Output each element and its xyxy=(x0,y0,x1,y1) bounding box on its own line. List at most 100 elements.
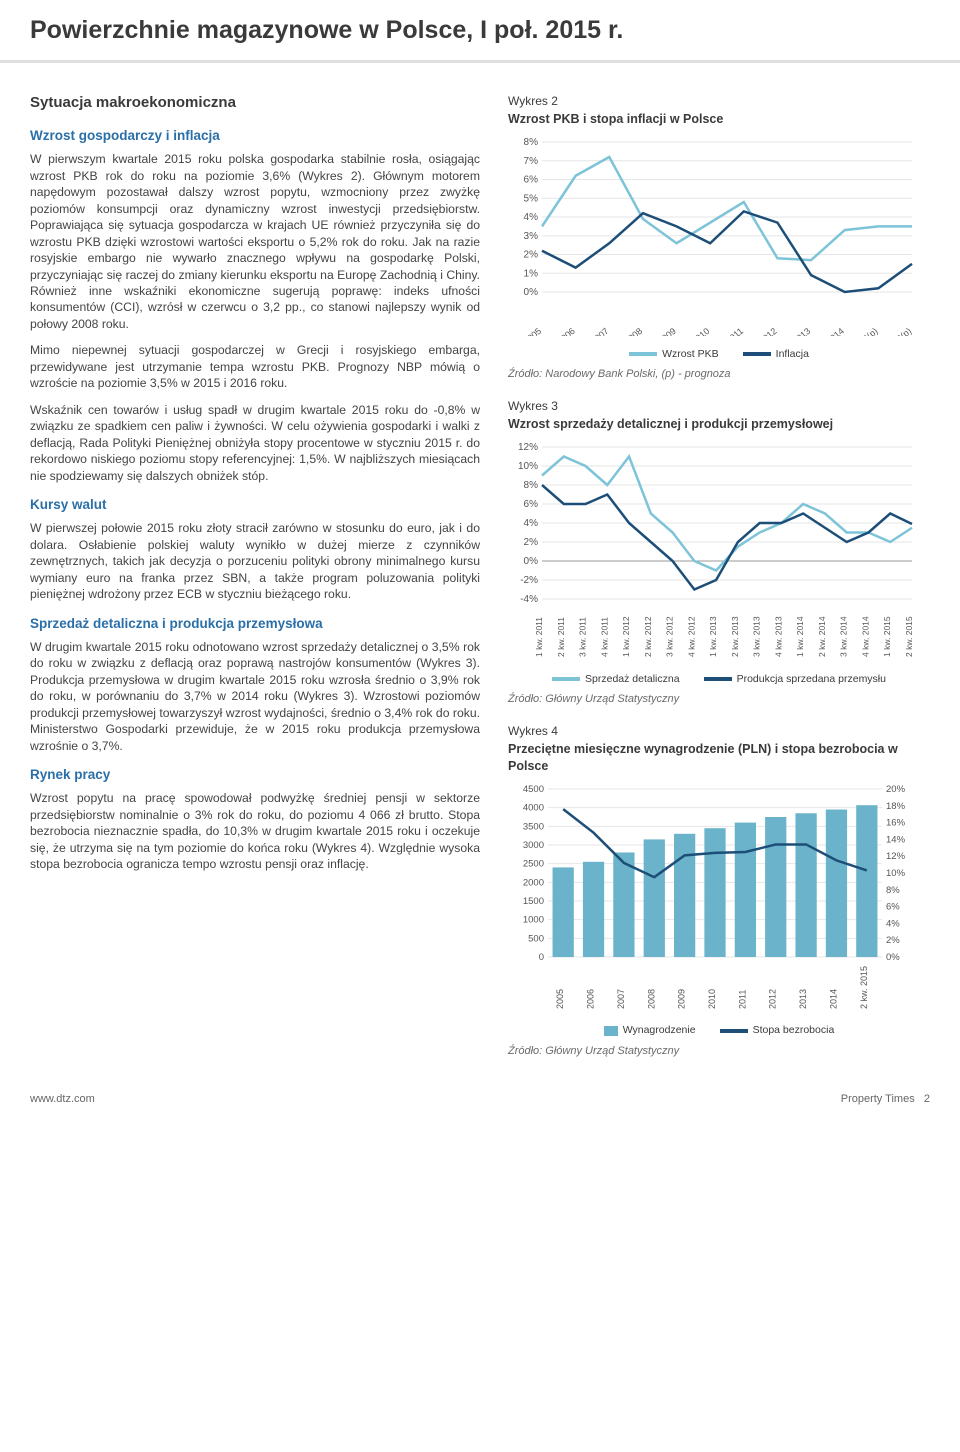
svg-text:3 kw. 2013: 3 kw. 2013 xyxy=(752,616,762,657)
svg-text:8%: 8% xyxy=(886,884,900,895)
svg-text:2000: 2000 xyxy=(523,877,544,888)
right-column: Wykres 2 Wzrost PKB i stopa inflacji w P… xyxy=(508,93,930,1075)
svg-text:2012: 2012 xyxy=(757,326,779,336)
svg-text:2008: 2008 xyxy=(646,989,656,1009)
svg-text:5%: 5% xyxy=(524,193,539,204)
svg-text:0%: 0% xyxy=(886,952,900,963)
swatch xyxy=(720,1029,748,1033)
svg-text:2005: 2005 xyxy=(555,989,565,1009)
heading-growth-inflation: Wzrost gospodarczy i inflacja xyxy=(30,127,480,145)
legend-item: Wzrost PKB xyxy=(629,347,719,361)
svg-text:2 kw. 2015: 2 kw. 2015 xyxy=(859,966,869,1009)
svg-text:3500: 3500 xyxy=(523,821,544,832)
swatch xyxy=(704,677,732,681)
svg-text:2005: 2005 xyxy=(522,326,544,336)
chart-3: Wykres 3 Wzrost sprzedaży detalicznej i … xyxy=(508,398,930,707)
svg-text:2%: 2% xyxy=(524,249,539,260)
swatch xyxy=(629,352,657,356)
chart-label: Wykres 2 xyxy=(508,93,930,109)
chart-3-svg: -4%-2%0%2%4%6%8%10%12%1 kw. 20112 kw. 20… xyxy=(508,441,918,661)
svg-text:4500: 4500 xyxy=(523,784,544,795)
svg-text:2011: 2011 xyxy=(737,989,747,1008)
chart-label: Wykres 4 xyxy=(508,723,930,739)
svg-text:10%: 10% xyxy=(886,868,906,879)
svg-text:8%: 8% xyxy=(524,137,539,148)
svg-text:12%: 12% xyxy=(518,442,538,453)
svg-text:1 kw. 2011: 1 kw. 2011 xyxy=(534,616,544,656)
svg-text:1500: 1500 xyxy=(523,896,544,907)
svg-text:2016(p): 2016(p) xyxy=(883,326,913,336)
svg-text:4 kw. 2011: 4 kw. 2011 xyxy=(599,616,609,656)
svg-text:3 kw. 2014: 3 kw. 2014 xyxy=(839,616,849,657)
footer-right: Property Times 2 xyxy=(841,1092,930,1107)
svg-text:-4%: -4% xyxy=(520,594,538,605)
legend-text: Sprzedaż detaliczna xyxy=(585,672,680,686)
chart-3-legend: Sprzedaż detaliczna Produkcja sprzedana … xyxy=(508,672,930,686)
legend-item: Inflacja xyxy=(743,347,809,361)
svg-text:4%: 4% xyxy=(524,518,539,529)
legend-text: Stopa bezrobocia xyxy=(753,1023,835,1037)
svg-text:2007: 2007 xyxy=(616,989,626,1009)
svg-text:3 kw. 2012: 3 kw. 2012 xyxy=(665,616,675,657)
legend-text: Wynagrodzenie xyxy=(623,1023,696,1037)
page-title: Powierzchnie magazynowe w Polsce, I poł.… xyxy=(0,0,960,63)
svg-text:2011: 2011 xyxy=(724,326,745,336)
svg-text:16%: 16% xyxy=(886,817,906,828)
legend-item: Sprzedaż detaliczna xyxy=(552,672,680,686)
swatch xyxy=(604,1026,618,1036)
svg-text:1 kw. 2012: 1 kw. 2012 xyxy=(621,616,631,657)
svg-text:2013: 2013 xyxy=(798,989,808,1009)
paragraph: W drugim kwartale 2015 roku odnotowano w… xyxy=(30,639,480,754)
legend-item: Wynagrodzenie xyxy=(604,1023,696,1037)
chart-source: Źródło: Główny Urząd Statystyczny xyxy=(508,692,930,707)
heading-currency: Kursy walut xyxy=(30,496,480,514)
svg-text:0%: 0% xyxy=(524,287,539,298)
chart-2-svg: 0%1%2%3%4%5%6%7%8%2005200620072008200920… xyxy=(508,136,918,336)
svg-text:12%: 12% xyxy=(886,851,906,862)
chart-4: Wykres 4 Przeciętne miesięczne wynagrodz… xyxy=(508,723,930,1059)
paragraph: W pierwszym kwartale 2015 roku polska go… xyxy=(30,151,480,332)
svg-text:4%: 4% xyxy=(524,212,539,223)
svg-text:2%: 2% xyxy=(524,537,539,548)
svg-text:18%: 18% xyxy=(886,800,906,811)
chart-4-legend: Wynagrodzenie Stopa bezrobocia xyxy=(508,1023,930,1037)
svg-text:6%: 6% xyxy=(886,901,900,912)
svg-text:2015(p): 2015(p) xyxy=(849,326,879,336)
legend-text: Wzrost PKB xyxy=(662,347,719,361)
svg-text:2010: 2010 xyxy=(690,326,712,336)
legend-text: Produkcja sprzedana przemysłu xyxy=(737,672,886,686)
svg-text:1 kw. 2014: 1 kw. 2014 xyxy=(795,616,805,657)
svg-text:0: 0 xyxy=(539,952,544,963)
svg-text:14%: 14% xyxy=(886,834,906,845)
svg-text:4 kw. 2014: 4 kw. 2014 xyxy=(860,616,870,657)
svg-text:2 kw. 2012: 2 kw. 2012 xyxy=(643,616,653,657)
chart-2-legend: Wzrost PKB Inflacja xyxy=(508,347,930,361)
svg-text:4 kw. 2012: 4 kw. 2012 xyxy=(686,616,696,657)
svg-text:6%: 6% xyxy=(524,499,539,510)
svg-text:3 kw. 2011: 3 kw. 2011 xyxy=(578,616,588,656)
svg-text:1%: 1% xyxy=(524,268,539,279)
heading-labor: Rynek pracy xyxy=(30,766,480,784)
svg-text:2%: 2% xyxy=(886,935,900,946)
chart-source: Źródło: Narodowy Bank Polski, (p) - prog… xyxy=(508,367,930,382)
page-footer: www.dtz.com Property Times 2 xyxy=(0,1084,960,1121)
swatch xyxy=(552,677,580,681)
svg-text:7%: 7% xyxy=(524,156,539,167)
legend-item: Produkcja sprzedana przemysłu xyxy=(704,672,886,686)
svg-text:4 kw. 2013: 4 kw. 2013 xyxy=(773,616,783,657)
svg-text:0%: 0% xyxy=(524,556,539,567)
svg-text:2006: 2006 xyxy=(586,989,596,1009)
svg-text:2006: 2006 xyxy=(555,326,577,336)
legend-item: Stopa bezrobocia xyxy=(720,1023,835,1037)
paragraph: Mimo niepewnej sytuacji gospodarczej w G… xyxy=(30,342,480,391)
svg-text:2500: 2500 xyxy=(523,858,544,869)
left-column: Sytuacja makroekonomiczna Wzrost gospoda… xyxy=(30,93,480,1075)
paragraph: Wskaźnik cen towarów i usług spadł w dru… xyxy=(30,402,480,484)
svg-text:2013: 2013 xyxy=(791,326,813,336)
svg-text:2 kw. 2014: 2 kw. 2014 xyxy=(817,616,827,657)
svg-text:2014: 2014 xyxy=(824,326,846,336)
paragraph: W pierwszej połowie 2015 roku złoty stra… xyxy=(30,520,480,602)
chart-title: Wzrost sprzedaży detalicznej i produkcji… xyxy=(508,416,930,433)
svg-text:3%: 3% xyxy=(524,231,539,242)
svg-text:10%: 10% xyxy=(518,461,538,472)
